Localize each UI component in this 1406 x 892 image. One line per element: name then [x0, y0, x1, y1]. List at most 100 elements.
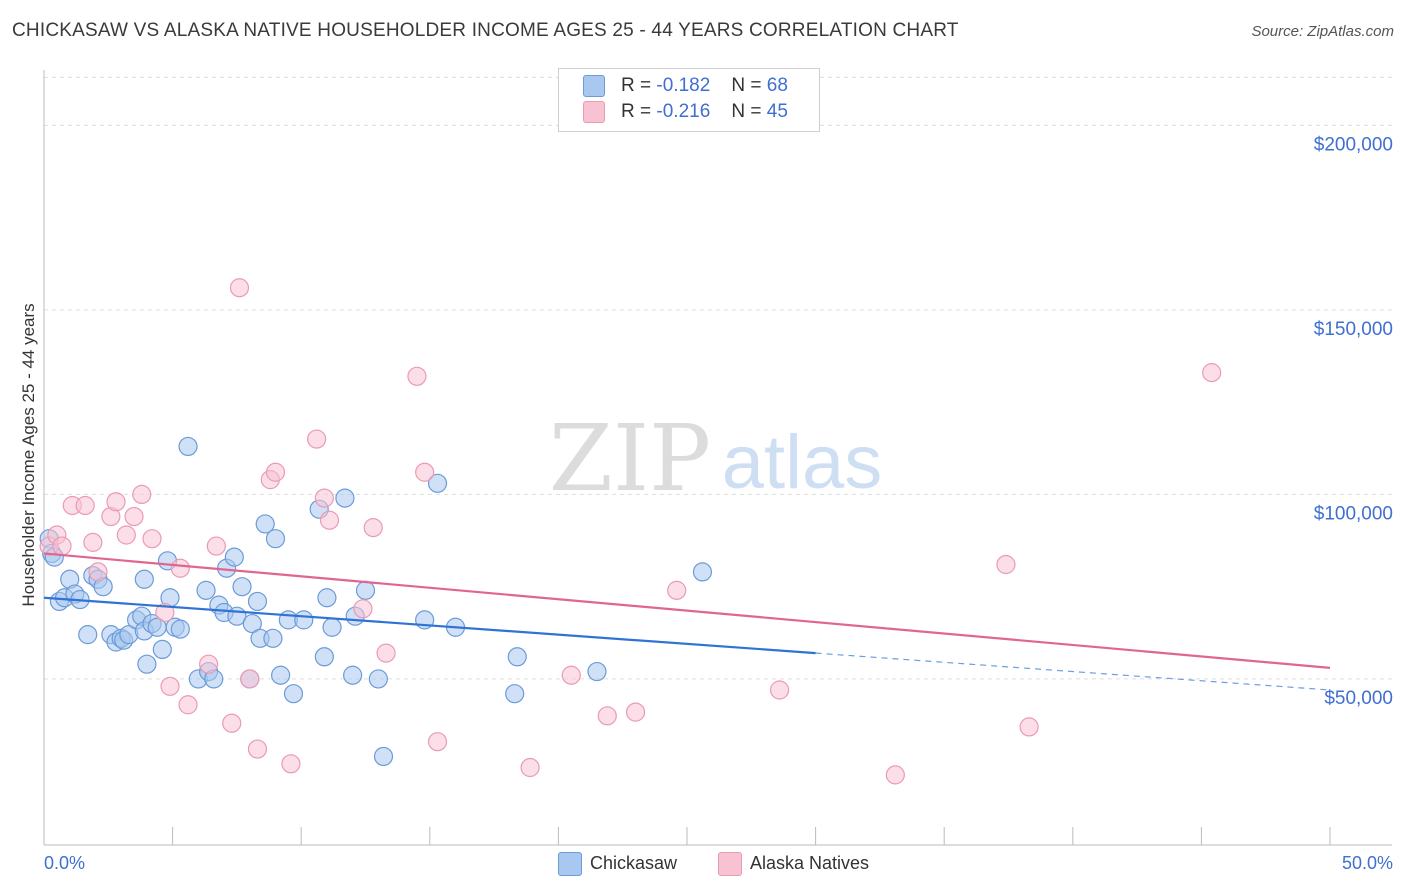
chickasaw-point	[343, 665, 363, 685]
chickasaw-point	[283, 684, 304, 704]
alaska-point	[363, 518, 383, 538]
alaska-point	[353, 599, 373, 619]
chickasaw-point	[427, 473, 448, 493]
data-points	[39, 278, 1222, 785]
chickasaw-point	[224, 547, 244, 567]
legend-swatch-chickasaw	[558, 852, 582, 876]
trend-lines	[43, 552, 1331, 691]
legend-n-value: 45	[766, 101, 788, 123]
legend-swatch-alaska	[718, 852, 742, 876]
chickasaw-point	[242, 613, 262, 634]
chickasaw-point	[196, 580, 216, 600]
watermark-zip: ZIP	[549, 405, 711, 512]
alaska-point	[247, 739, 268, 759]
alaska-point	[1019, 717, 1039, 737]
legend-row-chickasaw: R = -0.182 N = 68	[583, 75, 788, 101]
alaska-point	[520, 757, 540, 778]
alaska-point	[314, 488, 334, 508]
chart-title: CHICKASAW VS ALASKA NATIVE HOUSEHOLDER I…	[12, 20, 959, 41]
alaska-point	[83, 532, 103, 552]
y-tick-label: $50,000	[1324, 688, 1393, 709]
chickasaw-point	[355, 580, 376, 600]
alaska-point	[1202, 363, 1222, 383]
alaska-point	[561, 665, 581, 685]
chickasaw-point	[505, 684, 525, 704]
chickasaw-point	[692, 562, 713, 582]
legend-swatch-alaska	[583, 101, 605, 123]
chickasaw-point	[78, 625, 98, 645]
alaska-point	[178, 695, 198, 715]
chickasaw-point	[247, 591, 268, 612]
alaska-point	[407, 366, 427, 386]
chickasaw-point	[137, 654, 157, 674]
alaska-point	[199, 654, 219, 674]
chickasaw-point	[263, 628, 283, 648]
legend-r-label: R =	[621, 75, 652, 97]
alaska-point	[106, 492, 126, 512]
y-tick-label: $200,000	[1314, 134, 1393, 155]
alaska-point	[376, 643, 396, 663]
alaska-point	[116, 525, 136, 545]
legend-r-value: -0.182	[656, 75, 711, 97]
chickasaw-point	[152, 639, 172, 660]
alaska-point	[88, 562, 108, 582]
trendline-alaska	[43, 552, 1331, 669]
chickasaw-point	[271, 665, 291, 685]
legend-r-value: -0.216	[656, 101, 711, 123]
legend-label-alaska: Alaska Natives	[750, 852, 870, 873]
alaska-point	[170, 558, 190, 578]
trendline-chickasaw-extension	[815, 652, 1331, 691]
bottom-legend-chickasaw: Chickasaw	[558, 852, 677, 876]
chickasaw-point	[178, 436, 198, 457]
y-tick-label: $100,000	[1314, 503, 1393, 524]
alaska-point	[160, 676, 180, 696]
alaska-point	[307, 429, 327, 449]
legend-row-alaska: R = -0.216 N = 45	[583, 101, 788, 127]
chickasaw-point	[322, 617, 342, 637]
legend-label-chickasaw: Chickasaw	[590, 852, 678, 873]
chickasaw-point	[255, 514, 275, 534]
axes	[43, 70, 1392, 846]
alaska-point	[52, 536, 72, 556]
alaska-point	[206, 536, 226, 556]
chickasaw-point	[170, 619, 190, 639]
alaska-point	[885, 765, 905, 785]
alaska-point	[281, 754, 301, 774]
alaska-point	[132, 484, 152, 505]
bottom-legend-alaska: Alaska Natives	[718, 852, 869, 876]
stats-legend: R = -0.182 N = 68 R = -0.216 N = 45	[558, 68, 820, 132]
x-tick-label: 50.0%	[1342, 853, 1393, 873]
alaska-point	[240, 669, 260, 689]
chickasaw-point	[134, 569, 154, 589]
legend-n-value: 68	[766, 75, 788, 97]
chickasaw-point	[265, 529, 286, 549]
chickasaw-point	[507, 647, 527, 667]
alaska-point	[75, 495, 95, 516]
chickasaw-point	[587, 661, 607, 682]
alaska-point	[415, 462, 435, 482]
alaska-point	[667, 580, 687, 600]
chickasaw-point	[317, 588, 337, 608]
source-label: Source: ZipAtlas.com	[1251, 23, 1394, 40]
legend-n-label: N =	[731, 101, 762, 123]
alaska-point	[265, 462, 286, 482]
chickasaw-point	[335, 488, 355, 508]
x-tick-label: 0.0%	[44, 853, 85, 873]
legend-r-label: R =	[621, 101, 652, 123]
alaska-point	[124, 506, 144, 527]
chickasaw-point	[294, 610, 314, 630]
alaska-point	[427, 732, 448, 752]
alaska-point	[625, 702, 646, 722]
trendline-chickasaw	[43, 596, 816, 655]
chickasaw-point	[232, 577, 252, 597]
y-tick-label: $150,000	[1314, 319, 1393, 340]
chickasaw-point	[368, 669, 388, 689]
legend-swatch-chickasaw	[583, 75, 605, 97]
alaska-point	[155, 602, 175, 623]
alaska-point	[229, 278, 250, 298]
alaska-point	[222, 713, 242, 733]
tick-labels: $50,000 $100,000 $150,000 $200,000 0.0% 50.0%	[44, 134, 1393, 873]
chickasaw-point	[373, 746, 394, 767]
alaska-point	[319, 510, 340, 530]
